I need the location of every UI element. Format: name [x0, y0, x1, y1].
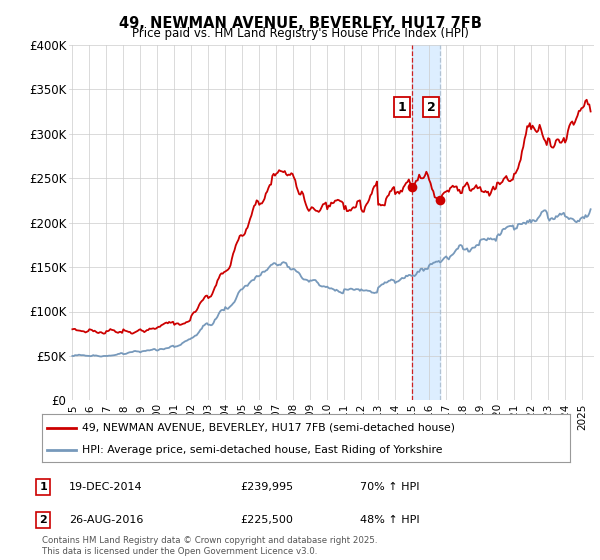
- Text: 48% ↑ HPI: 48% ↑ HPI: [360, 515, 419, 525]
- Text: 26-AUG-2016: 26-AUG-2016: [69, 515, 143, 525]
- Text: £239,995: £239,995: [240, 482, 293, 492]
- Text: 1: 1: [398, 101, 406, 114]
- Text: £225,500: £225,500: [240, 515, 293, 525]
- Text: Contains HM Land Registry data © Crown copyright and database right 2025.
This d: Contains HM Land Registry data © Crown c…: [42, 536, 377, 556]
- Text: 49, NEWMAN AVENUE, BEVERLEY, HU17 7FB: 49, NEWMAN AVENUE, BEVERLEY, HU17 7FB: [119, 16, 481, 31]
- Text: 19-DEC-2014: 19-DEC-2014: [69, 482, 143, 492]
- Text: 2: 2: [427, 101, 435, 114]
- Text: 1: 1: [40, 482, 47, 492]
- Text: HPI: Average price, semi-detached house, East Riding of Yorkshire: HPI: Average price, semi-detached house,…: [82, 445, 442, 455]
- Text: 70% ↑ HPI: 70% ↑ HPI: [360, 482, 419, 492]
- Text: Price paid vs. HM Land Registry's House Price Index (HPI): Price paid vs. HM Land Registry's House …: [131, 27, 469, 40]
- Text: 2: 2: [40, 515, 47, 525]
- Bar: [412, 45, 440, 400]
- Text: 49, NEWMAN AVENUE, BEVERLEY, HU17 7FB (semi-detached house): 49, NEWMAN AVENUE, BEVERLEY, HU17 7FB (s…: [82, 423, 455, 433]
